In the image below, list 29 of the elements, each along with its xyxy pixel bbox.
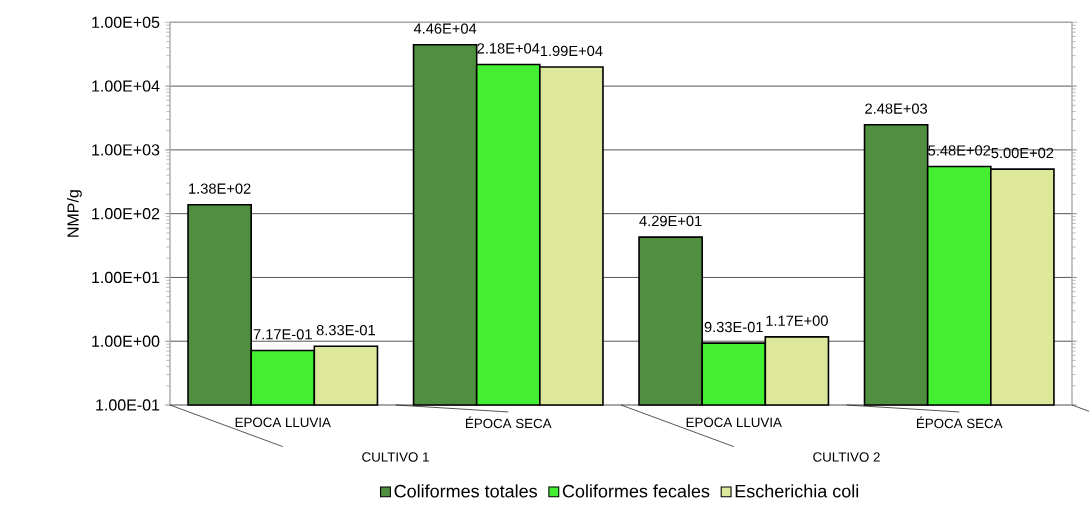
data-label: 2.48E+03 bbox=[865, 103, 928, 114]
y-tick-label: 1.00E+01 bbox=[92, 271, 160, 284]
y-tick-label: 1.00E+04 bbox=[92, 80, 160, 92]
data-label: 2.18E+04 bbox=[477, 43, 540, 54]
legend-label: Coliformes totales bbox=[394, 484, 537, 498]
data-label: 5.00E+02 bbox=[991, 147, 1054, 159]
legend-label: Escherichia coli bbox=[735, 484, 859, 498]
y-tick-label: 1.00E+05 bbox=[92, 16, 160, 28]
data-label: 4.46E+04 bbox=[413, 23, 477, 34]
legend-label: Coliformes fecales bbox=[562, 484, 710, 498]
y-tick-label: 1.00E+00 bbox=[92, 335, 160, 347]
x-tick-label: EPOCA LLUVIA bbox=[235, 417, 331, 428]
data-label: 9.33E-01 bbox=[704, 321, 763, 333]
text: CULTIVO 2 bbox=[813, 452, 880, 462]
x-tick-label: ÉPOCA SECA bbox=[466, 416, 552, 429]
data-label: 7.17E-01 bbox=[253, 329, 312, 340]
data-label: 1.38E+02 bbox=[189, 183, 251, 194]
y-axis-title: NMP/g bbox=[66, 190, 82, 237]
data-label: 4.29E+01 bbox=[639, 215, 702, 227]
data-label: 1.17E+00 bbox=[766, 315, 828, 326]
text: CULTIVO 1 bbox=[362, 452, 429, 462]
data-label: 1.99E+04 bbox=[540, 45, 603, 57]
y-tick-label: 1.00E+02 bbox=[92, 208, 160, 220]
data-label: 8.33E-01 bbox=[316, 324, 375, 336]
y-tick-label: 1.00E-01 bbox=[96, 399, 160, 411]
y-tick-label: 1.00E+03 bbox=[92, 144, 160, 156]
x-tick-label: ÉPOCA SECA bbox=[916, 416, 1003, 429]
data-label: 5.48E+02 bbox=[928, 145, 991, 156]
x-tick-label: EPOCA LLUVIA bbox=[686, 417, 782, 428]
